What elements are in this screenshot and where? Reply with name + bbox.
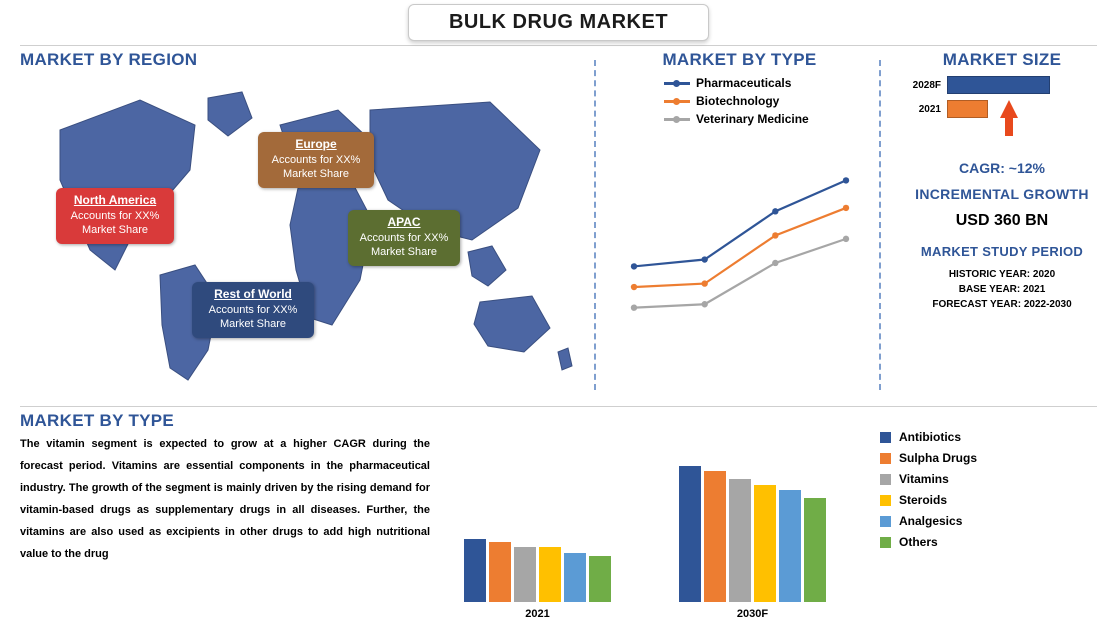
bar bbox=[779, 490, 801, 602]
bar bbox=[589, 556, 611, 602]
world-map: North AmericaAccounts for XX%Market Shar… bbox=[20, 70, 580, 390]
bar-legend-item: Steroids bbox=[880, 493, 1060, 507]
legend-item: Biotechnology bbox=[614, 94, 865, 108]
bar bbox=[704, 471, 726, 602]
line-chart bbox=[620, 132, 860, 332]
bar bbox=[804, 498, 826, 602]
title-banner: BULK DRUG MARKET bbox=[20, 6, 1097, 43]
bar bbox=[464, 539, 486, 602]
bottom-row: MARKET BY TYPE The vitamin segment is ex… bbox=[20, 406, 1097, 606]
study-forecast: FORECAST YEAR: 2022-2030 bbox=[907, 297, 1097, 312]
page-title: BULK DRUG MARKET bbox=[449, 11, 668, 33]
bottom-text-col: MARKET BY TYPE The vitamin segment is ex… bbox=[20, 411, 430, 606]
region-label-row: Rest of WorldAccounts for XX%Market Shar… bbox=[192, 282, 314, 338]
bar-group: 2021 bbox=[464, 452, 611, 602]
incremental-growth-title: INCREMENTAL GROWTH bbox=[907, 186, 1097, 202]
bar bbox=[514, 547, 536, 602]
study-period-lines: HISTORIC YEAR: 2020 BASE YEAR: 2021 FORE… bbox=[907, 267, 1097, 312]
bottom-desc: The vitamin segment is expected to grow … bbox=[20, 433, 430, 565]
grouped-bar-chart: 2021 2030F bbox=[430, 411, 860, 606]
bar-legend-item: Sulpha Drugs bbox=[880, 451, 1060, 465]
bar-legend-item: Others bbox=[880, 535, 1060, 549]
line-legend: Pharmaceuticals Biotechnology Veterinary M… bbox=[614, 76, 865, 126]
region-label-apac: APACAccounts for XX%Market Share bbox=[348, 210, 460, 266]
market-size-title: MARKET SIZE bbox=[907, 50, 1097, 70]
legend-item: Pharmaceuticals bbox=[614, 76, 865, 90]
type-line-panel: MARKET BY TYPE Pharmaceuticals Biotechnol… bbox=[614, 50, 865, 400]
bar bbox=[729, 479, 751, 602]
bar-group: 2030F bbox=[679, 452, 826, 602]
bar bbox=[489, 542, 511, 602]
vertical-divider-1 bbox=[594, 60, 596, 390]
bar-legend-item: Antibiotics bbox=[880, 430, 1060, 444]
bar-group-year: 2021 bbox=[464, 608, 611, 620]
divider-top bbox=[20, 45, 1097, 46]
bar-legend-item: Analgesics bbox=[880, 514, 1060, 528]
bar bbox=[754, 485, 776, 602]
study-historic: HISTORIC YEAR: 2020 bbox=[907, 267, 1097, 282]
study-base: BASE YEAR: 2021 bbox=[907, 282, 1097, 297]
market-size-bar-row: 2021 bbox=[907, 100, 1097, 118]
bar-legend-item: Vitamins bbox=[880, 472, 1060, 486]
region-label-europe: EuropeAccounts for XX%Market Share bbox=[258, 132, 374, 188]
bar bbox=[564, 553, 586, 602]
bar-group-year: 2030F bbox=[679, 608, 826, 620]
market-size-panel: MARKET SIZE 2028F 2021 CAGR: ~12% INCREME… bbox=[899, 50, 1097, 400]
title-tab: BULK DRUG MARKET bbox=[408, 4, 709, 41]
study-period-title: MARKET STUDY PERIOD bbox=[907, 244, 1097, 259]
legend-item: Veterinary Medicine bbox=[614, 112, 865, 126]
market-size-bar-row: 2028F bbox=[907, 76, 1097, 94]
cagr-label: CAGR: ~12% bbox=[907, 160, 1097, 176]
region-panel: MARKET BY REGION bbox=[20, 50, 580, 400]
type-line-title: MARKET BY TYPE bbox=[614, 50, 865, 70]
bottom-title: MARKET BY TYPE bbox=[20, 411, 430, 431]
arrow-up-icon bbox=[1000, 100, 1018, 118]
bar bbox=[539, 547, 561, 602]
market-size-bars: 2028F 2021 bbox=[907, 76, 1097, 156]
region-label-north-america: North AmericaAccounts for XX%Market Shar… bbox=[56, 188, 174, 244]
bar-legend: Antibiotics Sulpha Drugs Vitamins Steroids A… bbox=[860, 411, 1060, 606]
bar bbox=[679, 466, 701, 602]
vertical-divider-2 bbox=[879, 60, 881, 390]
incremental-growth-value: USD 360 BN bbox=[907, 212, 1097, 230]
region-title: MARKET BY REGION bbox=[20, 50, 580, 70]
top-row: MARKET BY REGION bbox=[20, 50, 1097, 400]
